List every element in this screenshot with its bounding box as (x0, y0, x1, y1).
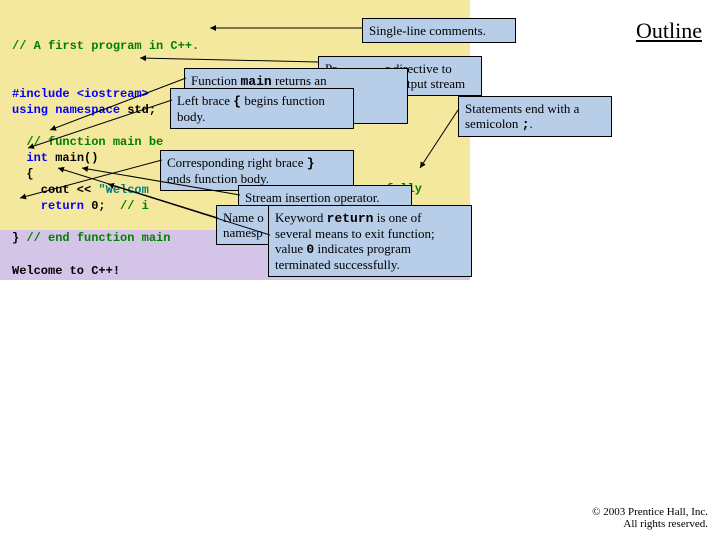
callout-return: Keyword return is one of several means t… (268, 205, 472, 277)
kw-int: int (12, 151, 48, 165)
zero: 0; (91, 199, 120, 213)
t: o (257, 210, 264, 225)
t: { (233, 94, 241, 109)
t: Corresponding right brace (167, 155, 307, 170)
header: <iostream> (77, 87, 149, 101)
callout-text: Single-line comments. (369, 23, 486, 38)
comment-line: // A first program in C++. (12, 39, 199, 53)
callout-semicolon: Statements end with a semicolon ;. (458, 96, 612, 137)
callout-single-line: Single-line comments. (362, 18, 516, 43)
outline-heading: Outline (636, 18, 702, 44)
t: namesp (223, 225, 263, 240)
preproc: #include (12, 87, 77, 101)
cout: cout << (12, 183, 98, 197)
t: return (327, 211, 374, 226)
t: . (530, 116, 533, 131)
t: Statements end with a (465, 101, 579, 116)
cmt: // i (120, 199, 149, 213)
program-output: Welcome to C++! (12, 264, 120, 278)
t: semicolon (465, 116, 522, 131)
t: several means to exit function; (275, 226, 435, 241)
t: returns an (272, 73, 327, 88)
t: Left brace (177, 93, 233, 108)
t: Name (223, 210, 257, 225)
copyright-line2: All rights reserved. (623, 518, 708, 530)
t: Keyword (275, 210, 327, 225)
t: Stream insertion operator. (245, 190, 380, 205)
t: main (240, 74, 271, 89)
kw-return: return (12, 199, 91, 213)
using: using namespace (12, 103, 127, 117)
t: begins function (241, 93, 325, 108)
t: } (307, 156, 315, 171)
t: ends function body. (167, 171, 269, 186)
t: Function (191, 73, 240, 88)
fn-main: main() (48, 151, 98, 165)
rbrace: } (12, 231, 26, 245)
t: indicates program (314, 241, 411, 256)
t: is one of (373, 210, 421, 225)
end-cmt: // end function main (26, 231, 170, 245)
callout-lbrace: Left brace { begins function body. (170, 88, 354, 129)
copyright: © 2003 Prentice Hall, Inc. All rights re… (592, 506, 708, 530)
std: std; (127, 103, 156, 117)
lbrace: { (12, 167, 34, 181)
code-block: // A first program in C++. #include <ios… (12, 22, 199, 246)
copyright-line1: © 2003 Prentice Hall, Inc. (592, 506, 708, 518)
t: terminated successfully. (275, 257, 400, 272)
t: value (275, 241, 306, 256)
string-lit: "Welcom (98, 183, 148, 197)
t: ; (522, 117, 530, 132)
t: body. (177, 109, 205, 124)
comment-fn: // function main be (12, 135, 163, 149)
